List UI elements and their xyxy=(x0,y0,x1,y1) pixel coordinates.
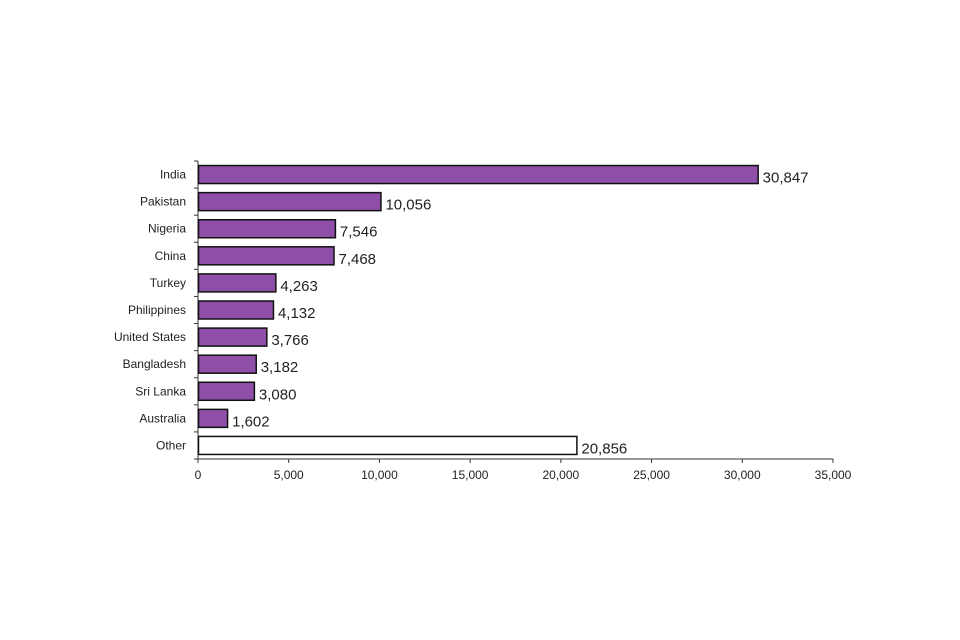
category-label: Bangladesh xyxy=(123,357,186,371)
data-label: 3,080 xyxy=(259,386,297,403)
bar xyxy=(197,164,759,185)
data-label: 4,132 xyxy=(278,305,316,322)
bar xyxy=(197,327,268,347)
bar xyxy=(197,246,335,266)
category-label: China xyxy=(155,249,187,263)
data-label: 20,856 xyxy=(581,440,627,457)
category-label: Other xyxy=(156,438,186,452)
bar xyxy=(197,408,229,429)
x-tick-label: 5,000 xyxy=(274,468,304,482)
x-tick-label: 0 xyxy=(195,468,202,482)
x-tick-label: 10,000 xyxy=(361,468,398,482)
bar xyxy=(197,381,256,402)
category-label: Nigeria xyxy=(148,222,186,236)
category-label: Pakistan xyxy=(140,195,186,209)
x-tick-label: 35,000 xyxy=(815,468,852,482)
data-label: 30,847 xyxy=(763,170,809,187)
data-label: 3,182 xyxy=(261,359,299,376)
category-label: India xyxy=(160,168,186,182)
category-label: Turkey xyxy=(150,276,186,290)
x-tick-label: 15,000 xyxy=(452,468,489,482)
category-label: Philippines xyxy=(128,303,186,317)
x-tick-label: 30,000 xyxy=(724,468,761,482)
bar xyxy=(197,273,277,293)
data-label: 10,056 xyxy=(385,197,431,214)
data-label: 7,468 xyxy=(338,251,376,268)
x-tick-label: 20,000 xyxy=(543,468,580,482)
data-label: 4,263 xyxy=(280,278,318,295)
bar xyxy=(197,354,257,374)
bar xyxy=(197,218,337,239)
category-label: Sri Lanka xyxy=(135,384,186,398)
x-tick-label: 25,000 xyxy=(633,468,670,482)
bar xyxy=(197,300,275,320)
bar-other xyxy=(197,435,578,456)
data-label: 3,766 xyxy=(271,332,309,349)
category-label: Australia xyxy=(139,411,186,425)
category-label: United States xyxy=(114,330,186,344)
data-label: 7,546 xyxy=(340,224,378,241)
bar xyxy=(197,191,382,212)
data-label: 1,602 xyxy=(232,413,270,430)
